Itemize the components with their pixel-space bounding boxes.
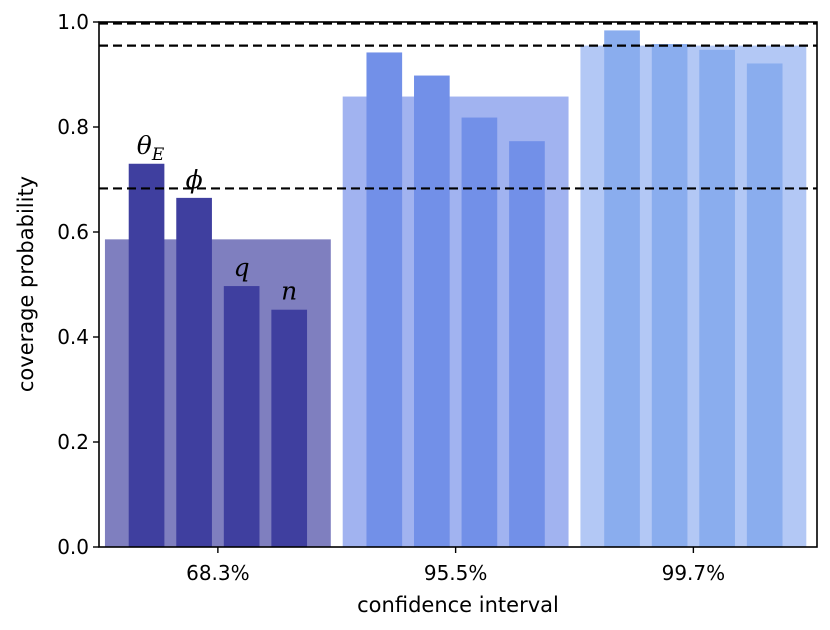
- param-label-2: ϕ: [186, 165, 203, 194]
- param-label-4: n: [281, 277, 297, 306]
- bar-3-param-4: [746, 63, 783, 547]
- y-tick-label: 1.0: [57, 10, 89, 34]
- param-label-3: q: [234, 253, 250, 282]
- y-tick-label: 0.6: [57, 220, 89, 244]
- plot-frame: [98, 21, 818, 548]
- bar-2-param-4: [509, 141, 545, 548]
- bar-1-param-4: [271, 309, 308, 547]
- parameter-labels: θE ϕ q n: [137, 131, 297, 306]
- x-axis-label: confidence interval: [357, 593, 559, 617]
- bar-1-param-3: [223, 286, 260, 547]
- x-tick-label: 68.3%: [186, 561, 250, 585]
- param-label-1: θE: [137, 131, 165, 165]
- y-tick-label: 0.0: [57, 535, 89, 559]
- y-axis: 0.0 0.2 0.4 0.6 0.8 1.0: [57, 10, 99, 559]
- bar-3-param-3: [699, 49, 735, 547]
- x-tick-label: 95.5%: [424, 561, 488, 585]
- reference-lines: [99, 22, 817, 190]
- bar-2-param-1: [366, 52, 403, 547]
- bar-2-param-3: [461, 117, 498, 548]
- bars-layer: [104, 30, 807, 548]
- bar-1-param-1: [128, 163, 165, 547]
- bar-3-param-1: [604, 30, 640, 547]
- y-tick-label: 0.2: [57, 430, 89, 454]
- bar-1-param-2: [176, 197, 212, 547]
- y-axis-label: coverage probability: [14, 176, 38, 392]
- y-tick-label: 0.8: [57, 115, 89, 139]
- x-axis: 68.3% 95.5% 99.7%: [186, 547, 725, 585]
- bar-3-param-2: [651, 44, 688, 548]
- x-tick-label: 99.7%: [662, 561, 726, 585]
- y-tick-label: 0.4: [57, 325, 89, 349]
- bar-2-param-2: [414, 75, 450, 548]
